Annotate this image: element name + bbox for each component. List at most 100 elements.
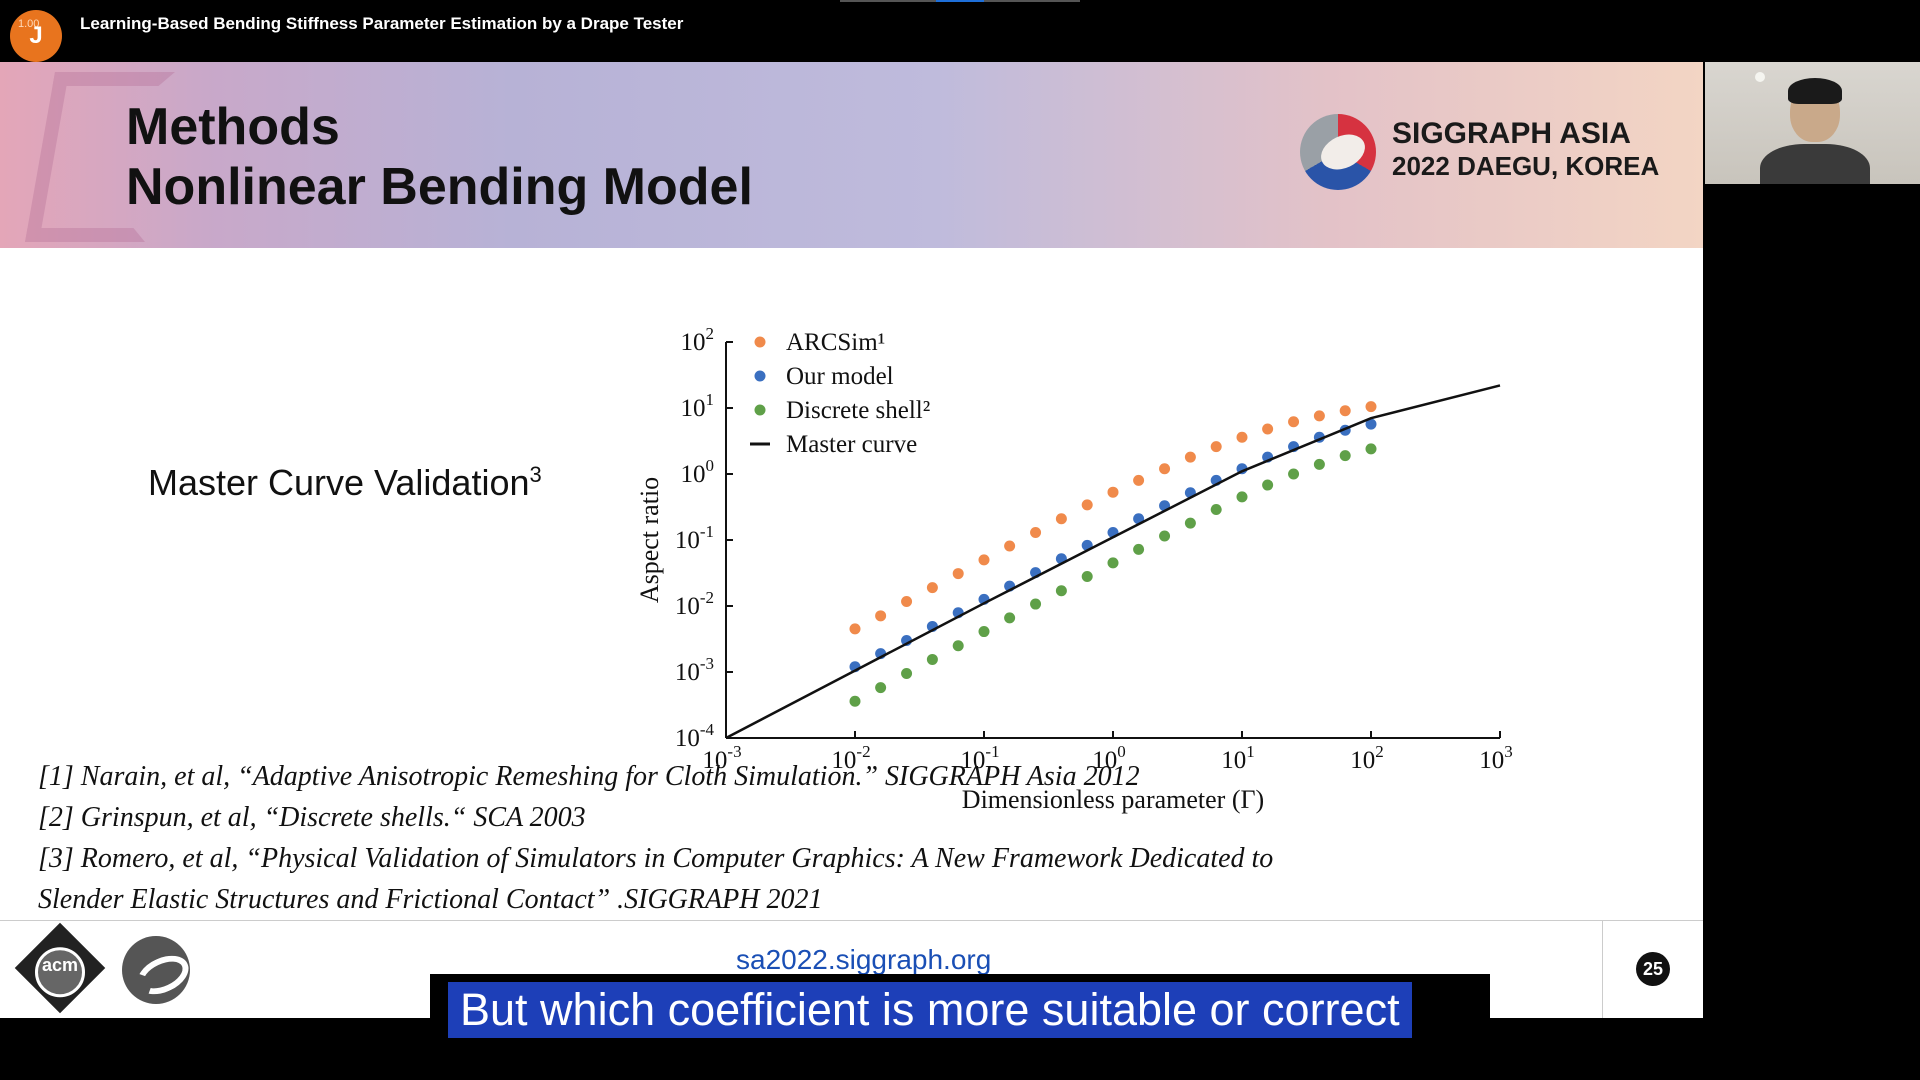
presentation-slide: Methods Nonlinear Bending Model SIGGRAPH… [0, 62, 1703, 1018]
data-point-series-1 [1081, 499, 1093, 511]
data-point-series-1 [1262, 423, 1274, 435]
data-point-series-3 [978, 626, 990, 638]
master-curve-line [725, 384, 1501, 740]
x-tick-label: 101 [1221, 742, 1255, 774]
data-point-series-1 [1288, 416, 1300, 428]
y-tick-label: 10-2 [675, 588, 714, 620]
data-point-series-3 [1081, 570, 1093, 582]
data-point-series-2 [1365, 418, 1377, 430]
data-point-series-1 [952, 568, 964, 580]
footer-right-divider [1602, 920, 1603, 1018]
legend-label: Master curve [786, 431, 917, 458]
data-point-series-1 [901, 595, 913, 607]
legend-marker-dot [754, 336, 766, 348]
x-tick-label: 102 [1350, 742, 1384, 774]
y-tick-label: 102 [681, 324, 715, 356]
data-point-series-3 [1159, 530, 1171, 542]
footer-divider [0, 920, 1703, 921]
x-tick-label: 103 [1479, 742, 1513, 774]
presenter-webcam[interactable] [1705, 62, 1920, 184]
legend-marker-dot [754, 404, 766, 416]
share-indicator [840, 0, 1080, 2]
y-tick-label: 100 [681, 456, 715, 488]
ceiling-light [1755, 72, 1765, 82]
data-point-series-1 [1107, 486, 1119, 498]
data-point-series-3 [1313, 458, 1325, 470]
data-point-series-3 [1133, 543, 1145, 555]
share-indicator-segment [936, 0, 984, 2]
data-point-series-3 [849, 695, 861, 707]
y-tick-label: 10-1 [675, 522, 714, 554]
data-point-series-1 [1236, 431, 1248, 443]
data-point-series-3 [1288, 468, 1300, 480]
slide-title-line1: Methods [126, 98, 340, 156]
validation-label: Master Curve Validation3 [148, 462, 542, 504]
acm-logo-text: acm [41, 955, 79, 975]
data-point-series-3 [1030, 598, 1042, 610]
references: [1] Narain, et al, “Adaptive Anisotropic… [38, 756, 1273, 920]
master-curve-chart: 10-3 10-2 10-1 100 101 102 10310-410-310-210-1… [635, 324, 1513, 814]
data-point-series-1 [1184, 451, 1196, 463]
data-point-series-1 [1133, 474, 1145, 486]
conference-name-line1: SIGGRAPH ASIA [1392, 117, 1631, 150]
data-point-series-3 [1365, 443, 1377, 455]
zoom-level-label: 1.00 [18, 18, 40, 30]
slide-title: Methods Nonlinear Bending Model [126, 97, 753, 217]
x-tick-label: 10-1 [960, 742, 999, 774]
y-tick-label: 10-3 [675, 654, 714, 686]
legend-label: ARCSim¹ [786, 329, 885, 356]
x-tick-label: 10-3 [702, 742, 741, 774]
slide-page-number: 25 [1636, 952, 1670, 986]
reference-3: [3] Romero, et al, “Physical Validation … [38, 843, 1274, 874]
data-point-series-3 [1339, 450, 1351, 462]
reference-1: [1] Narain, et al, “Adaptive Anisotropic… [38, 761, 1140, 792]
data-point-series-3 [926, 653, 938, 665]
validation-label-text: Master Curve Validation [148, 462, 530, 503]
legend-label: Our model [786, 363, 894, 390]
slide-header: Methods Nonlinear Bending Model SIGGRAPH… [0, 62, 1703, 248]
presenter-hair [1788, 78, 1842, 104]
data-point-series-3 [952, 640, 964, 652]
presenter-avatar[interactable]: 1.00 J [10, 10, 62, 62]
siggraph-small-logo-icon [122, 936, 190, 1004]
data-point-series-3 [1107, 557, 1119, 569]
data-point-series-1 [926, 582, 938, 594]
y-axis-label: Aspect ratio [635, 477, 664, 603]
data-point-series-1 [1210, 441, 1222, 453]
data-point-series-3 [875, 682, 887, 694]
x-tick-label: 10-2 [831, 742, 870, 774]
y-tick-label: 101 [681, 390, 715, 422]
data-point-series-1 [849, 623, 861, 635]
slide-title-line2: Nonlinear Bending Model [126, 158, 753, 216]
data-point-series-1 [1030, 526, 1042, 538]
data-point-series-1 [978, 554, 990, 566]
data-point-series-1 [1365, 401, 1377, 413]
reference-3-cont: Slender Elastic Structures and Frictiona… [38, 884, 823, 915]
live-caption: But which coefficient is more suitable o… [448, 982, 1412, 1038]
conference-name-line2: 2022 DAEGU, KOREA [1392, 151, 1660, 181]
data-point-series-1 [875, 610, 887, 622]
data-point-series-1 [1055, 513, 1067, 525]
reference-2: [2] Grinspun, et al, “Discrete shells.“ … [38, 802, 586, 833]
data-point-series-1 [1339, 405, 1351, 417]
data-point-series-3 [901, 667, 913, 679]
data-point-series-3 [1055, 585, 1067, 597]
y-tick-label: 10-4 [675, 720, 715, 752]
data-point-series-3 [1004, 612, 1016, 624]
data-point-series-1 [1004, 540, 1016, 552]
validation-label-sup: 3 [529, 462, 542, 487]
data-point-series-3 [1184, 517, 1196, 529]
meeting-top-bar: 1.00 J Learning-Based Bending Stiffness … [0, 0, 1920, 62]
presenter-body [1760, 144, 1870, 184]
avatar-letter: J [29, 22, 43, 49]
siggraph-asia-logo-icon [1300, 114, 1376, 190]
x-tick-label: 100 [1092, 742, 1126, 774]
data-point-series-3 [1236, 491, 1248, 503]
data-point-series-3 [1262, 479, 1274, 491]
data-point-series-3 [1210, 503, 1222, 515]
meeting-title: Learning-Based Bending Stiffness Paramet… [80, 14, 684, 33]
legend-marker-dot [754, 370, 766, 382]
x-axis-label: Dimensionless parameter (Γ) [962, 785, 1264, 814]
legend-label: Discrete shell² [786, 397, 930, 424]
conference-url[interactable]: sa2022.siggraph.org [736, 944, 992, 975]
